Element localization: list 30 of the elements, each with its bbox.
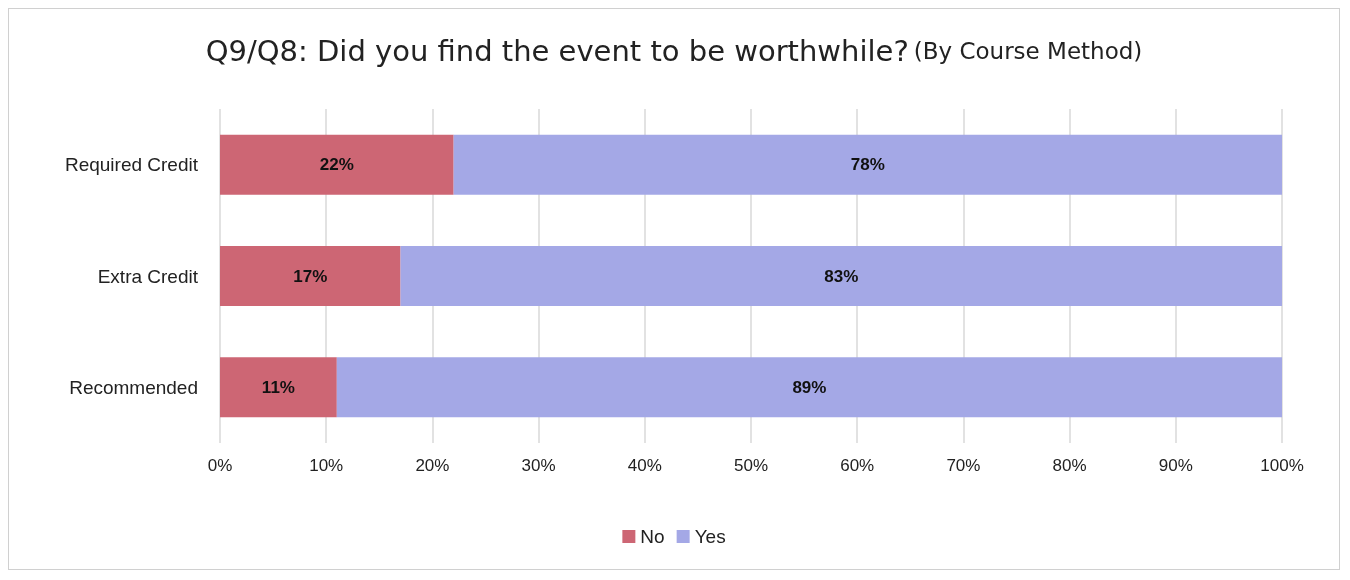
y-tick-label: Extra Credit	[97, 265, 199, 287]
y-tick-label: Recommended	[69, 376, 198, 398]
data-label: 78%	[850, 155, 885, 175]
chart-subtitle: (By Course Method)	[913, 37, 1143, 64]
x-tick-label: 40%	[627, 456, 662, 475]
y-tick-label: Required Credit	[64, 154, 199, 176]
x-tick-label: 90%	[1158, 456, 1193, 475]
x-tick-label: 100%	[1260, 456, 1304, 475]
data-label: 89%	[792, 377, 827, 397]
x-tick-label: 20%	[415, 456, 450, 475]
bar	[336, 357, 1282, 418]
data-label: 83%	[824, 266, 859, 286]
data-label: 11%	[261, 377, 295, 397]
x-tick-label: 30%	[521, 456, 556, 475]
chart-title: Q9/Q8: Did you find the event to be worthwhile?	[205, 33, 909, 68]
bar	[400, 246, 1282, 306]
x-tick-label: 80%	[1052, 456, 1087, 475]
bar	[220, 134, 454, 195]
legend-label: No	[640, 526, 665, 547]
x-tick-label: 50%	[733, 456, 769, 475]
legend-label: Yes	[694, 526, 726, 547]
x-tick-label: 60%	[840, 456, 875, 475]
x-tick-label: 0%	[207, 456, 233, 475]
x-tick-label: 10%	[309, 456, 344, 475]
bar	[220, 357, 337, 418]
data-label: 22%	[319, 155, 354, 175]
x-tick-label: 70%	[946, 456, 981, 475]
data-label: 17%	[293, 266, 328, 286]
bar	[453, 134, 1282, 195]
bar	[220, 246, 401, 306]
